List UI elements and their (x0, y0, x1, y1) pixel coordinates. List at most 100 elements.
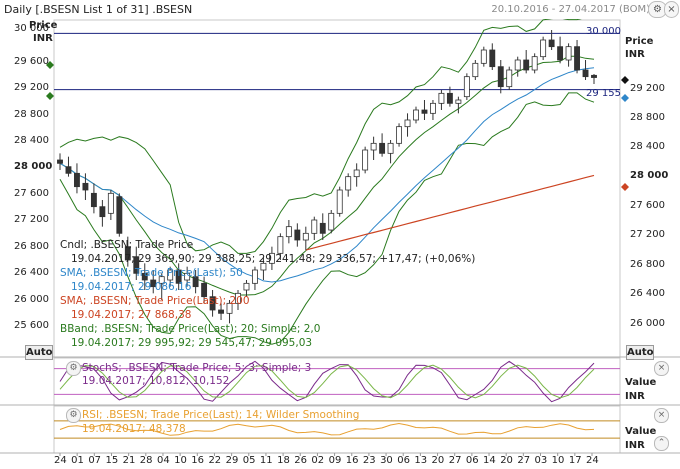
candle-body (489, 49, 496, 68)
candle-body (116, 196, 123, 234)
auto-scale-left-button[interactable]: Auto (25, 345, 53, 360)
candle-body (285, 226, 292, 238)
x-tick-label: 20 (500, 455, 513, 466)
candle-body (506, 69, 513, 88)
candle-body (167, 269, 174, 281)
right-tick: 28 000 (630, 170, 669, 181)
legend-sma200-name[interactable]: SMA; .BSESN; Trade Price(Last); 200 (60, 295, 250, 307)
candle-body (201, 282, 208, 298)
right-tick: 28 400 (630, 141, 665, 152)
bband-upper-line (59, 15, 595, 254)
left-tick: 25 600 (14, 320, 49, 331)
candle-body (302, 232, 309, 241)
legend-sma50-values: 19.04.2017; 29 086,16 (71, 281, 192, 293)
candle-body (243, 282, 250, 291)
right-tick: 27 200 (630, 229, 665, 240)
candle-body (396, 126, 402, 144)
candle-body (531, 56, 538, 71)
right-marker (621, 76, 629, 84)
rsi-value-unit: INR (625, 440, 645, 451)
legend-sma50-name[interactable]: SMA; .BSESN; Trade Price(Last); 50 (60, 267, 243, 279)
x-tick-label: 06 (397, 455, 410, 466)
panel-settings-icon[interactable]: ⚙ (66, 361, 81, 376)
candle-body (319, 222, 326, 234)
candle-body (379, 142, 386, 154)
right-tick: 28 800 (630, 112, 665, 123)
legend-bband-values: 19.04.2017; 29 995,92; 29 545,47; 29 095… (71, 337, 313, 349)
x-tick-label: 02 (311, 455, 325, 466)
left-tick: 26 400 (14, 267, 49, 278)
x-tick-label: 28 (139, 455, 153, 466)
candle-body (430, 102, 436, 114)
candle-body (336, 189, 343, 214)
x-tick-label: 10 (551, 455, 565, 466)
x-tick-label: 07 (88, 455, 102, 466)
candle-body (218, 309, 224, 314)
panel-minimize-icon[interactable]: ⌃ (654, 436, 669, 451)
left-tick: 26 800 (14, 241, 49, 252)
candle-body (107, 192, 114, 214)
candle-body (226, 302, 233, 314)
x-tick-label: 11 (259, 455, 273, 466)
candle-body (150, 279, 157, 288)
x-tick-label: 03 (534, 455, 548, 466)
rsi-legend-name[interactable]: RSI; .BSESN; Trade Price(Last); 14; Wild… (82, 409, 360, 421)
right-marker (621, 183, 629, 191)
candle-body (311, 219, 318, 234)
candle-body (557, 46, 564, 61)
right-tick: 26 000 (630, 318, 665, 329)
x-tick-label: 27 (448, 455, 462, 466)
stoch-value-unit: INR (625, 391, 645, 402)
left-axis-unit: INR (33, 33, 53, 44)
legend-cndl-values: 19.04.2017; 29 369,90; 29 388,25; 29 241… (71, 253, 476, 265)
close-icon[interactable]: × (664, 1, 679, 18)
candle-body (141, 272, 148, 281)
candle-body (548, 39, 555, 48)
candle-body (133, 256, 140, 274)
candle-body (523, 59, 530, 71)
candle-body (268, 252, 275, 264)
x-tick-label: 24 (54, 455, 67, 466)
left-tick: 30 000 (14, 23, 49, 34)
sma50-line (59, 67, 595, 283)
legend-cndl-name[interactable]: Cndl; .BSESN; Trade Price (60, 239, 194, 251)
panel-settings-icon[interactable]: ⚙ (66, 408, 81, 423)
candle-body (158, 276, 165, 284)
candle-body (345, 176, 352, 191)
sma200-line (305, 174, 595, 251)
stoch-legend-name[interactable]: StochS; .BSESN; Trade Price; 5; 3; Simpl… (82, 362, 312, 374)
candle-body (184, 272, 191, 281)
stoch-k-line (59, 360, 595, 403)
left-axis-title: Price (29, 20, 58, 31)
x-tick-label: 17 (568, 455, 582, 466)
candle-body (514, 59, 521, 71)
left-tick: 26 000 (14, 294, 49, 305)
chart-header: Daily [.BSESN List 1 of 31] .BSESN 20.10… (0, 0, 680, 19)
stoch-value-title: Value (625, 377, 657, 388)
candle-body (387, 142, 394, 154)
x-tick-label: 01 (71, 455, 84, 466)
rsi-line (59, 422, 595, 436)
bband-middle-line (59, 55, 595, 296)
stoch-d-line (59, 364, 595, 399)
chart-title: Daily [.BSESN List 1 of 31] .BSESN (4, 3, 193, 16)
candle-body (497, 66, 504, 88)
x-tick-label: 27 (517, 455, 531, 466)
panel-close-icon[interactable]: × (654, 408, 669, 423)
panel-close-icon[interactable]: × (654, 361, 669, 376)
candle-body (438, 92, 445, 104)
candle-body (421, 109, 428, 114)
legend-bband-name[interactable]: BBand; .BSESN; Trade Price(Last); 20; Si… (60, 323, 321, 335)
hline-lower-label: 29 155 (586, 88, 621, 99)
x-tick-label: 05 (242, 455, 256, 466)
stoch-legend-values: 19.04.2017; 10,812; 10,152 (82, 375, 230, 387)
candle-body (277, 236, 284, 254)
left-tick: 28 800 (14, 109, 49, 120)
right-tick: 26 400 (630, 288, 665, 299)
right-axis-title: Price (625, 36, 654, 47)
auto-scale-right-button[interactable]: Auto (626, 345, 654, 360)
x-tick-label: 24 (586, 455, 599, 466)
candle-body (74, 172, 80, 188)
right-axis-unit: INR (625, 49, 645, 60)
